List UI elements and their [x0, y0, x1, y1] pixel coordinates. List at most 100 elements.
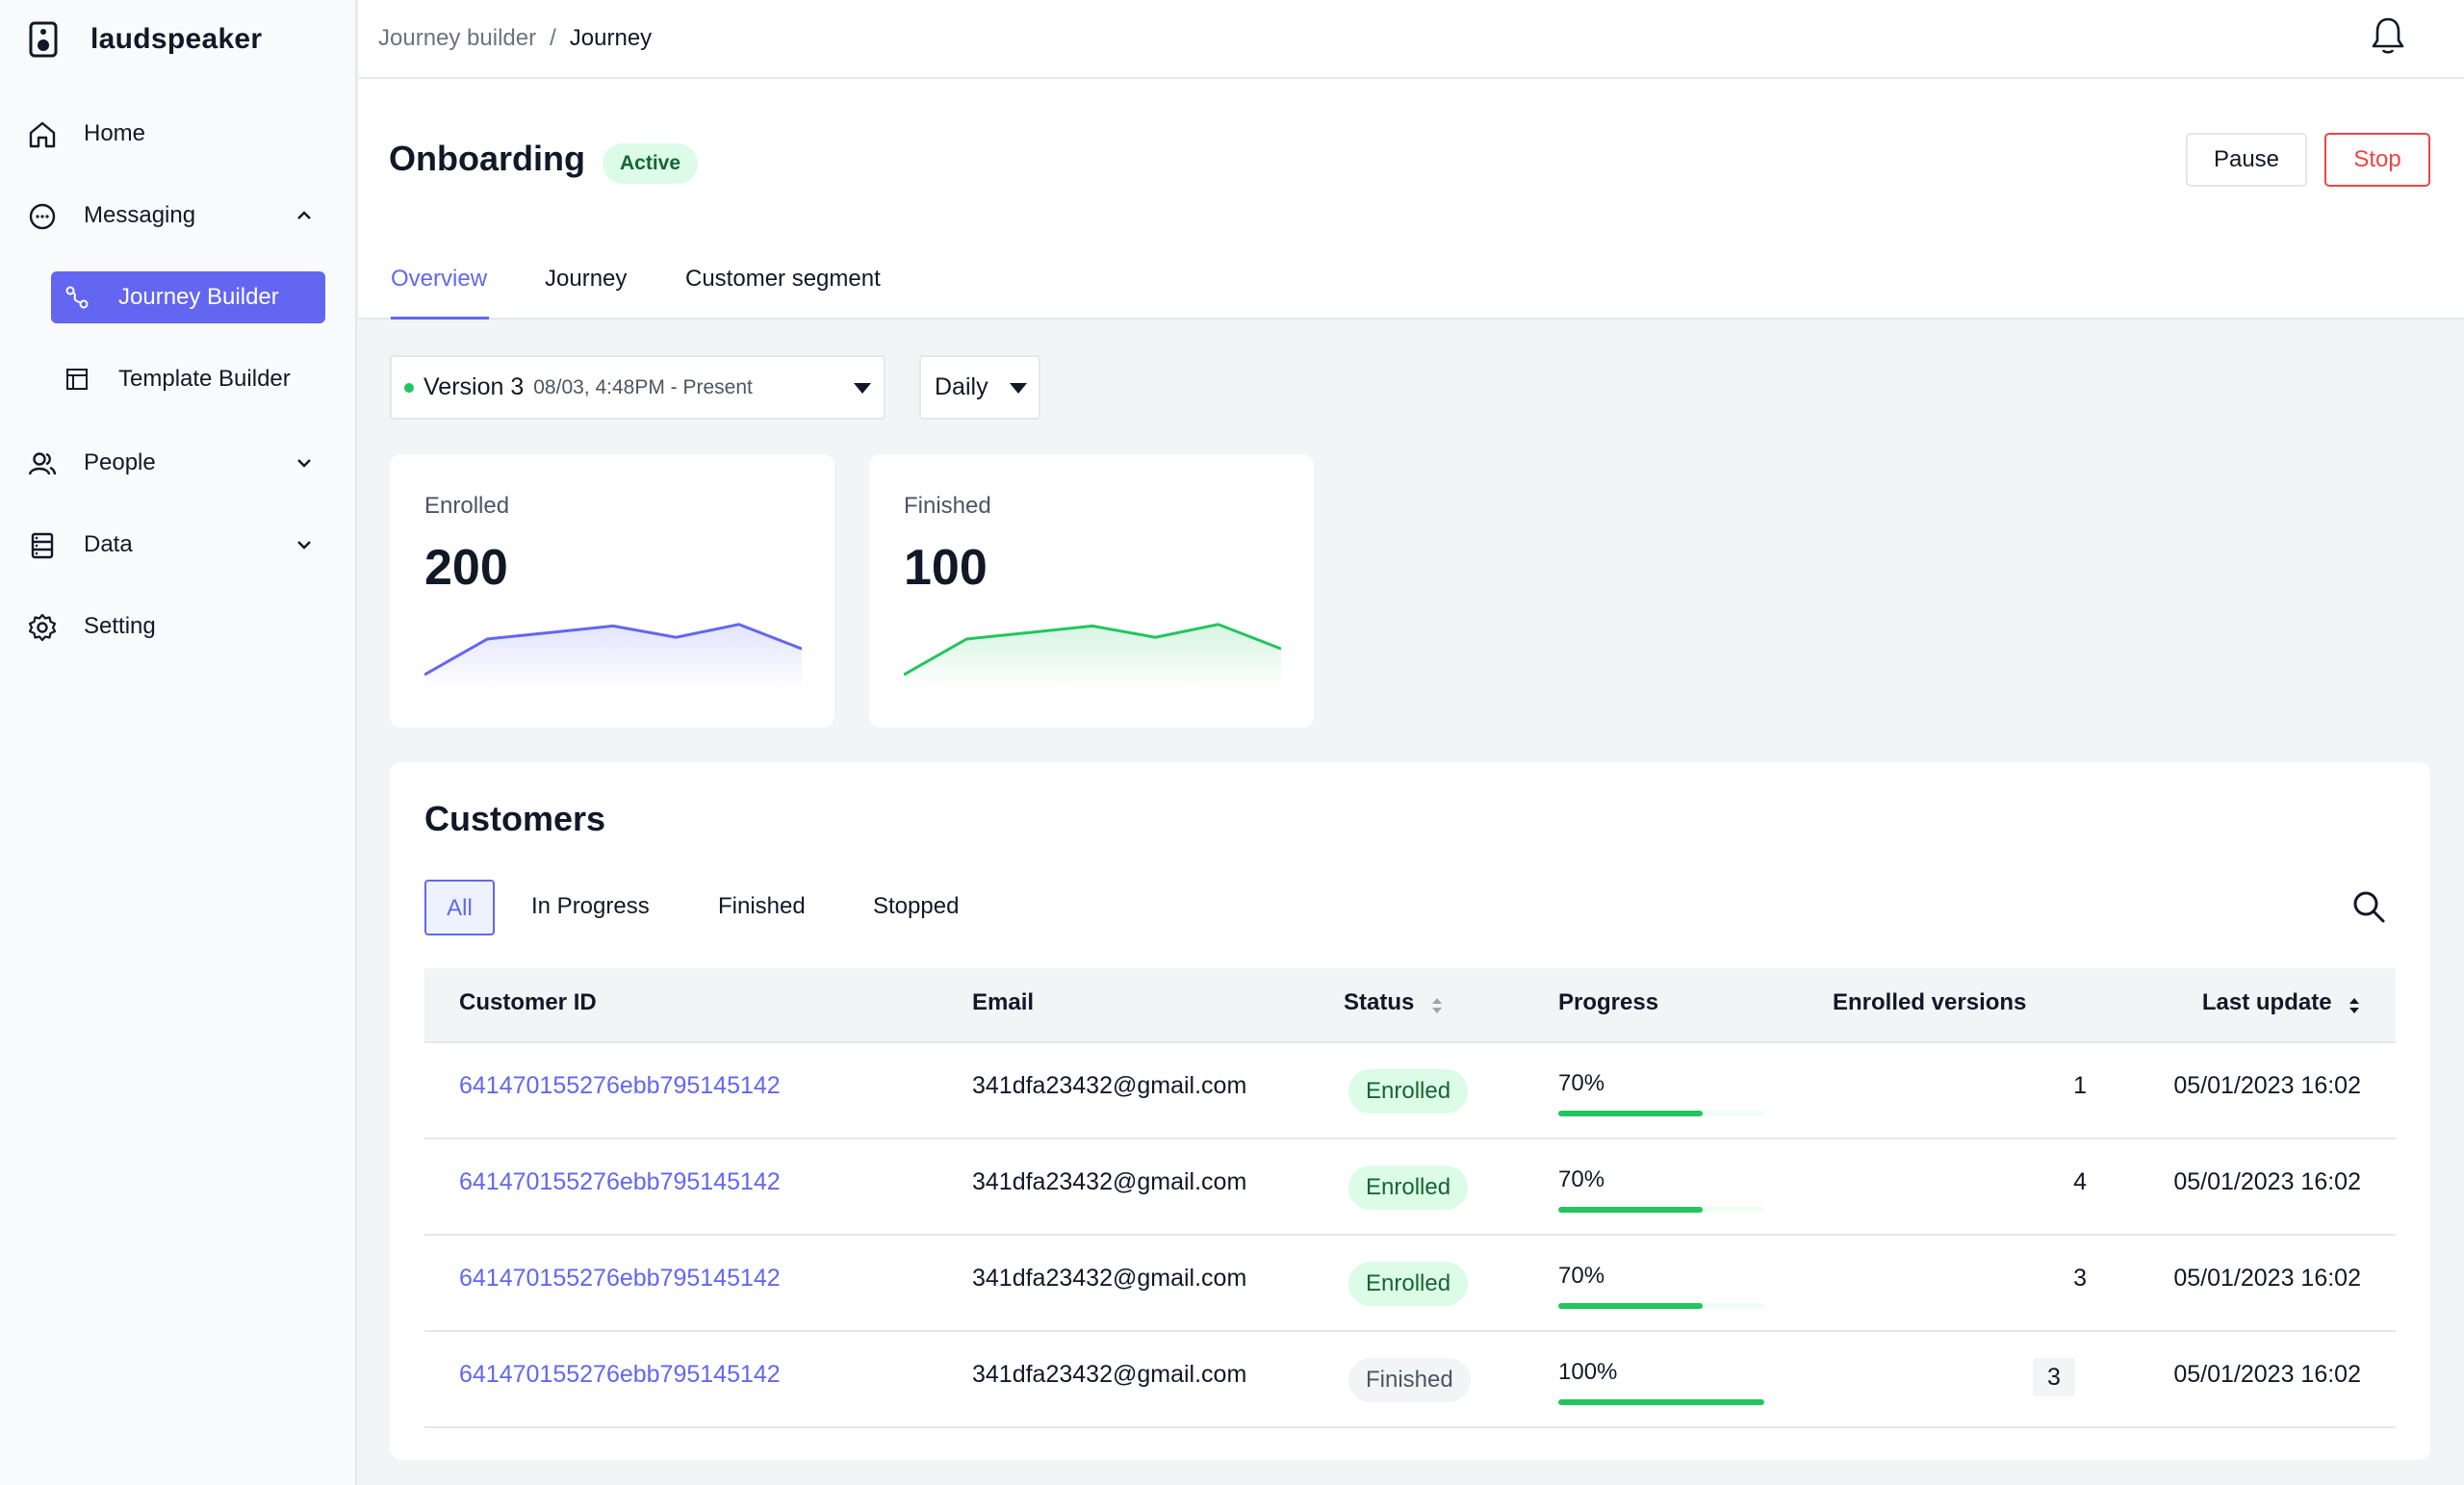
table-row: 641470155276ebb795145142 341dfa23432@gma…	[424, 1139, 2396, 1236]
table-row: 641470155276ebb795145142 341dfa23432@gma…	[424, 1332, 2396, 1428]
chevron-up-icon[interactable]	[293, 204, 316, 227]
chevron-down-icon[interactable]	[293, 451, 316, 474]
enrolled-sparkline	[424, 623, 802, 691]
bell-icon[interactable]	[2369, 15, 2407, 56]
last-update: 05/01/2023 16:02	[2173, 1168, 2361, 1195]
sidebar-item-label: Journey Builder	[118, 284, 279, 310]
enrolled-versions: 4	[2073, 1168, 2087, 1195]
customer-email: 341dfa23432@gmail.com	[972, 1168, 1247, 1195]
column-header-status: Status	[1344, 989, 1415, 1015]
progress-text: 100%	[1558, 1359, 1618, 1385]
customer-email: 341dfa23432@gmail.com	[972, 1361, 1247, 1388]
sidebar-item-messaging[interactable]: Messaging	[0, 188, 357, 242]
interval-label: Daily	[935, 373, 988, 400]
table-header: Customer ID Email Status Progress Enroll…	[424, 968, 2396, 1043]
last-update: 05/01/2023 16:02	[2173, 1265, 2361, 1292]
column-header-customer-id: Customer ID	[459, 989, 597, 1015]
speaker-logo-icon	[29, 21, 58, 58]
stat-label: Enrolled	[424, 493, 510, 519]
customer-id-link[interactable]: 641470155276ebb795145142	[459, 1361, 781, 1388]
database-icon	[31, 532, 54, 559]
filter-tab-in-progress[interactable]: In Progress	[531, 893, 650, 919]
interval-select[interactable]: Daily	[919, 355, 1040, 420]
filter-tab-finished[interactable]: Finished	[718, 893, 806, 919]
customer-id-link[interactable]: 641470155276ebb795145142	[459, 1072, 781, 1099]
customer-id-link[interactable]: 641470155276ebb795145142	[459, 1265, 781, 1292]
customers-title: Customers	[424, 799, 606, 838]
people-icon	[28, 452, 57, 475]
app-name: laudspeaker	[90, 23, 263, 55]
table-row: 641470155276ebb795145142 341dfa23432@gma…	[424, 1236, 2396, 1332]
template-icon	[66, 369, 88, 390]
sparkline-area	[904, 624, 1281, 691]
progress-bar	[1558, 1111, 1764, 1116]
progress-text: 70%	[1558, 1070, 1605, 1096]
breadcrumb-parent[interactable]: Journey builder	[378, 25, 537, 51]
sidebar-item-label: People	[84, 449, 156, 475]
version-dates: 08/03, 4:48PM - Present	[533, 375, 753, 398]
sparkline-area	[424, 624, 802, 691]
tab-customer-segment[interactable]: Customer segment	[685, 266, 881, 292]
progress-bar	[1558, 1303, 1764, 1309]
gear-icon	[28, 613, 57, 642]
progress-text: 70%	[1558, 1263, 1605, 1289]
column-header-last-update: Last update	[2201, 989, 2332, 1015]
sort-icon	[2349, 997, 2359, 1013]
column-header-enrolled-versions: Enrolled versions	[1833, 989, 2027, 1015]
sidebar-item-label: Setting	[84, 613, 156, 639]
column-header-last-update-sortable[interactable]: Last update	[2202, 989, 2361, 1016]
table-row: 641470155276ebb795145142 341dfa23432@gma…	[424, 1043, 2396, 1139]
top-bar: Journey builder / Journey	[359, 0, 2464, 79]
sidebar-item-template-builder[interactable]: Template Builder	[51, 353, 325, 405]
progress-bar-fill	[1558, 1111, 1703, 1116]
customer-id-link[interactable]: 641470155276ebb795145142	[459, 1168, 781, 1195]
progress-bar-fill	[1558, 1207, 1703, 1213]
sparkline-line	[904, 623, 1281, 677]
enrolled-versions: 1	[2073, 1072, 2087, 1099]
stop-button[interactable]: Stop	[2324, 133, 2430, 187]
chat-bubble-icon	[29, 203, 56, 230]
tab-journey[interactable]: Journey	[545, 266, 628, 292]
column-header-progress: Progress	[1558, 989, 1659, 1015]
customer-email: 341dfa23432@gmail.com	[972, 1072, 1247, 1099]
stat-label: Finished	[904, 493, 991, 519]
sidebar-item-label: Home	[84, 120, 146, 146]
search-icon[interactable]	[2349, 887, 2388, 926]
breadcrumb-current: Journey	[569, 25, 653, 51]
progress-text: 70%	[1558, 1166, 1605, 1192]
version-select[interactable]: Version 3 08/03, 4:48PM - Present	[390, 355, 886, 420]
sidebar-item-label: Template Builder	[118, 366, 291, 392]
pause-button[interactable]: Pause	[2186, 133, 2307, 187]
sparkline-line	[424, 623, 802, 677]
progress-bar-fill	[1558, 1303, 1703, 1309]
tab-overview[interactable]: Overview	[391, 266, 489, 320]
progress-bar-fill	[1558, 1399, 1764, 1405]
sidebar-item-label: Messaging	[84, 202, 196, 228]
sidebar-item-label: Data	[84, 531, 133, 557]
column-header-status-sortable[interactable]: Status	[1344, 989, 1444, 1016]
last-update: 05/01/2023 16:02	[2173, 1361, 2361, 1388]
sidebar-item-people[interactable]: People	[0, 435, 357, 489]
sidebar-item-home[interactable]: Home	[0, 106, 357, 160]
sidebar-item-journey-builder[interactable]: Journey Builder	[51, 271, 325, 323]
version-status-dot	[404, 382, 414, 393]
chevron-down-icon[interactable]	[293, 533, 316, 556]
stat-card-enrolled: Enrolled 200	[390, 454, 834, 728]
page-title: Onboarding	[389, 139, 585, 178]
filter-tab-all[interactable]: All	[424, 880, 495, 935]
finished-sparkline	[904, 623, 1281, 691]
enrolled-versions[interactable]: 3	[2033, 1358, 2075, 1396]
column-header-email: Email	[972, 989, 1035, 1015]
customers-panel: Customers All In Progress Finished Stopp…	[390, 762, 2430, 1460]
filter-tab-stopped[interactable]: Stopped	[873, 893, 960, 919]
logo[interactable]: laudspeaker	[29, 21, 262, 58]
stat-value: 100	[904, 540, 988, 596]
last-update: 05/01/2023 16:02	[2173, 1072, 2361, 1099]
sidebar-item-setting[interactable]: Setting	[0, 599, 357, 653]
sidebar: laudspeaker Home Messaging Journey Build…	[0, 0, 357, 1485]
caret-down-icon	[1010, 383, 1027, 394]
sidebar-item-data[interactable]: Data	[0, 517, 357, 571]
sort-icon	[1431, 997, 1442, 1013]
status-badge: Enrolled	[1348, 1262, 1469, 1306]
stat-value: 200	[424, 540, 508, 596]
